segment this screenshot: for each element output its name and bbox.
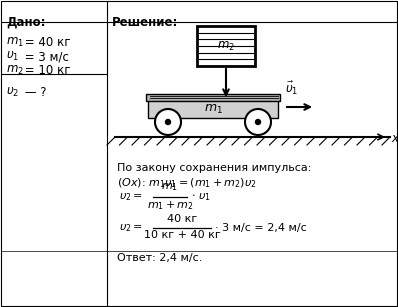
Circle shape <box>256 119 261 125</box>
Text: — ?: — ? <box>21 86 47 99</box>
Bar <box>197 26 255 66</box>
Text: $m_1 + m_2$: $m_1 + m_2$ <box>146 199 193 212</box>
Bar <box>146 94 280 101</box>
Text: = 3 м/с: = 3 м/с <box>21 50 69 63</box>
Text: $\cdot\ \upsilon_1$: $\cdot\ \upsilon_1$ <box>191 191 211 203</box>
Text: · 3 м/с = 2,4 м/с: · 3 м/с = 2,4 м/с <box>215 223 307 233</box>
Text: $m_1$: $m_1$ <box>162 181 179 193</box>
Circle shape <box>166 119 170 125</box>
Text: Ответ: 2,4 м/с.: Ответ: 2,4 м/с. <box>117 253 202 263</box>
Text: 40 кг: 40 кг <box>167 214 197 224</box>
Text: Дано:: Дано: <box>6 16 45 29</box>
Text: = 40 кг: = 40 кг <box>21 36 70 49</box>
Text: $m_2$: $m_2$ <box>217 40 235 52</box>
Circle shape <box>245 109 271 135</box>
Text: $(Ox)$: $m_1\upsilon_1 = (m_1 + m_2)\upsilon_2$: $(Ox)$: $m_1\upsilon_1 = (m_1 + m_2)\ups… <box>117 176 257 190</box>
Bar <box>148 100 278 118</box>
Text: Решение:: Решение: <box>112 16 178 29</box>
Text: $\upsilon_2$: $\upsilon_2$ <box>6 86 19 99</box>
Text: $\upsilon_2 =$: $\upsilon_2 =$ <box>119 222 143 234</box>
Text: $m_1$: $m_1$ <box>203 103 222 115</box>
Text: $\vec{\upsilon}_1$: $\vec{\upsilon}_1$ <box>285 80 298 97</box>
Text: $x$: $x$ <box>391 131 398 145</box>
Text: $m_1$: $m_1$ <box>6 36 24 49</box>
Text: = 10 кг: = 10 кг <box>21 64 70 77</box>
Text: $\upsilon_1$: $\upsilon_1$ <box>6 50 19 63</box>
Text: $m_2$: $m_2$ <box>6 64 24 77</box>
Text: $\upsilon_2 =$: $\upsilon_2 =$ <box>119 191 143 203</box>
Circle shape <box>155 109 181 135</box>
Text: По закону сохранения импульса:: По закону сохранения импульса: <box>117 163 311 173</box>
Text: 10 кг + 40 кг: 10 кг + 40 кг <box>144 230 220 240</box>
